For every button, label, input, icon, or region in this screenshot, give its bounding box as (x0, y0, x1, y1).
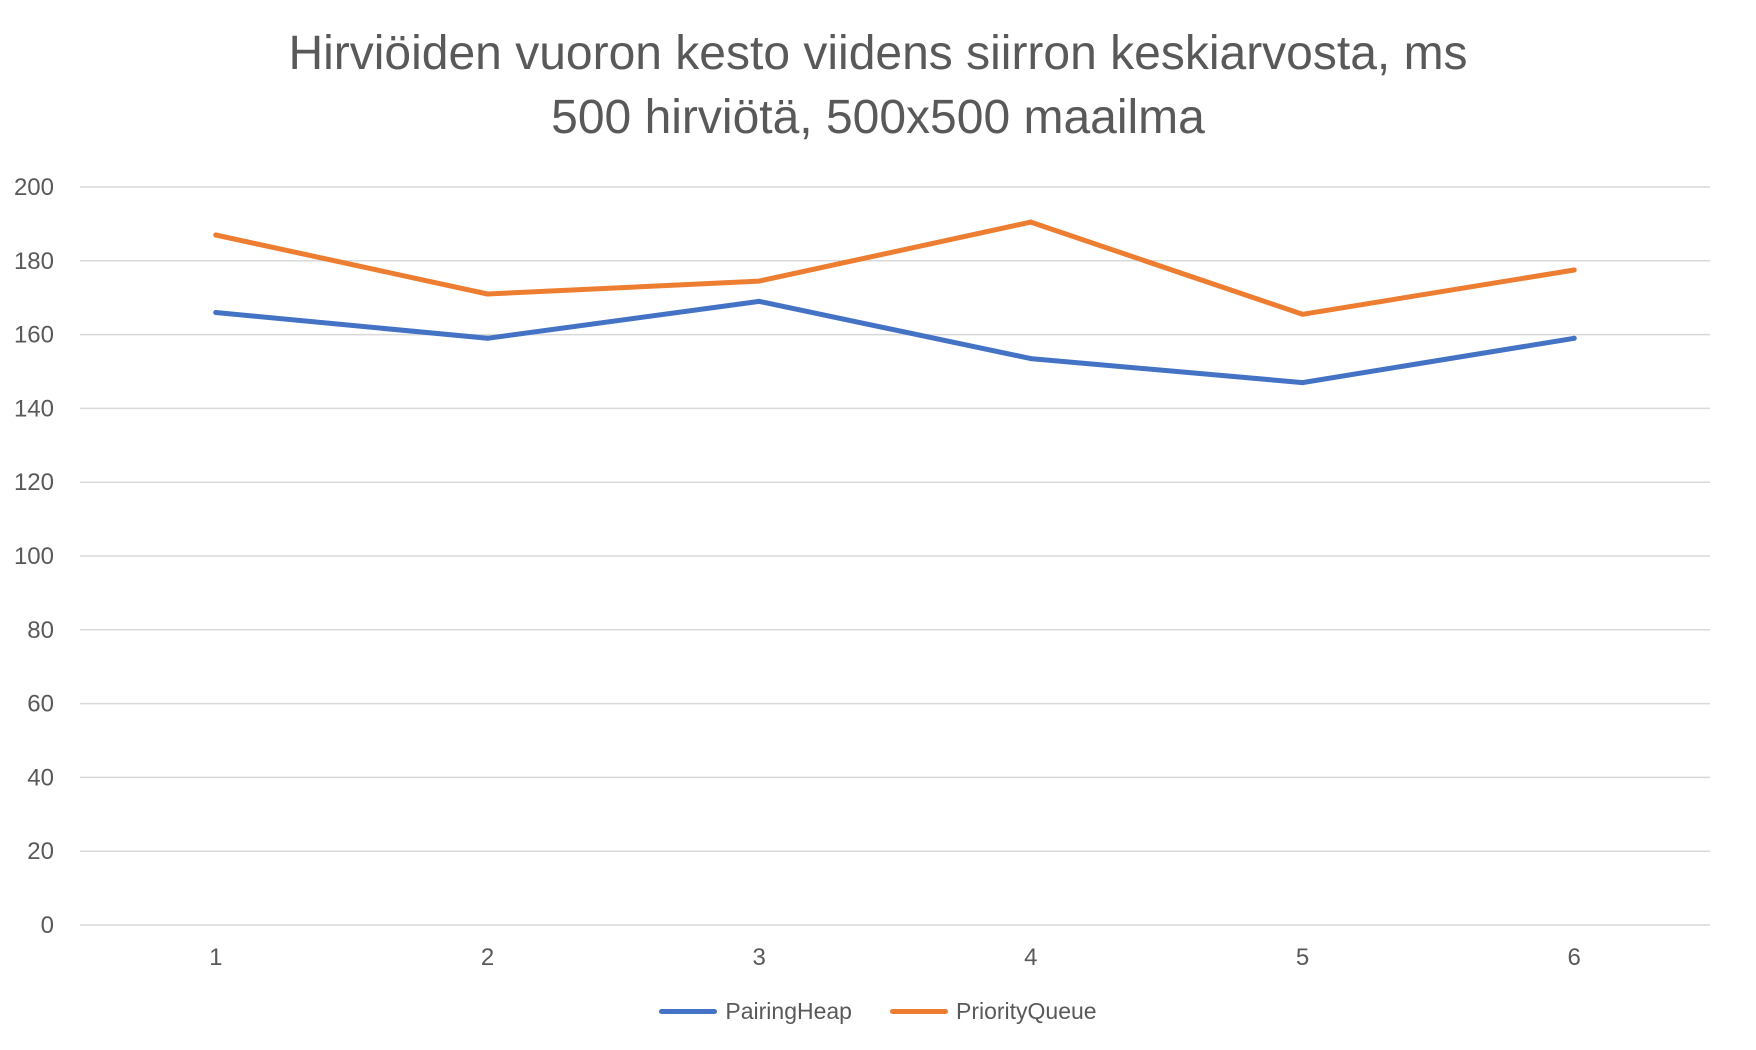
chart-title-line-1: Hirviöiden vuoron kesto viidens siirron … (288, 27, 1468, 80)
x-tick-label-5: 5 (1296, 944, 1309, 971)
data-point-priorityqueue-1 (213, 232, 219, 238)
legend-item-priorityqueue: PriorityQueue (889, 998, 1097, 1025)
x-axis-tick-labels: 1 2 3 4 5 6 (209, 944, 1581, 971)
y-tick-label-60: 60 (27, 691, 54, 718)
data-point-pairingheap-3 (756, 298, 762, 304)
legend: PairingHeap PriorityQueue (0, 998, 1756, 1025)
y-tick-label-40: 40 (27, 764, 54, 791)
y-tick-label-20: 20 (27, 838, 54, 865)
x-tick-label-2: 2 (481, 944, 494, 971)
data-point-pairingheap-1 (213, 309, 219, 315)
legend-label-pairingheap: PairingHeap (725, 998, 852, 1024)
y-tick-label-200: 200 (14, 174, 54, 201)
x-tick-label-1: 1 (209, 944, 222, 971)
data-point-pairingheap-5 (1300, 380, 1305, 386)
data-point-priorityqueue-6 (1571, 267, 1577, 273)
y-tick-label-80: 80 (27, 617, 54, 644)
data-point-priorityqueue-5 (1300, 311, 1305, 317)
y-tick-label-140: 140 (14, 395, 54, 422)
data-point-priorityqueue-2 (485, 291, 490, 297)
y-tick-label-180: 180 (14, 248, 54, 275)
legend-swatch-pairingheap (659, 1009, 718, 1014)
data-point-pairingheap-6 (1571, 335, 1577, 341)
legend-swatch-priorityqueue (889, 1009, 948, 1014)
data-point-priorityqueue-4 (1028, 219, 1034, 225)
gridlines (80, 186, 1710, 926)
y-axis-tick-labels: 0 20 40 60 80 100 120 140 160 180 200 (14, 174, 54, 939)
series-line-priorityqueue (213, 219, 1577, 317)
y-tick-label-120: 120 (14, 469, 54, 496)
y-tick-label-0: 0 (41, 912, 54, 939)
legend-item-pairingheap: PairingHeap (659, 998, 852, 1025)
data-point-pairingheap-2 (485, 335, 490, 341)
chart-title-line-2: 500 hirviötä, 500x500 maailma (551, 91, 1205, 144)
x-tick-label-6: 6 (1567, 944, 1580, 971)
x-tick-label-3: 3 (752, 944, 765, 971)
legend-label-priorityqueue: PriorityQueue (955, 998, 1097, 1024)
data-point-pairingheap-4 (1028, 356, 1034, 362)
x-tick-label-4: 4 (1024, 944, 1037, 971)
chart-title: Hirviöiden vuoron kesto viidens siirron … (0, 22, 1756, 150)
y-tick-label-160: 160 (14, 322, 54, 349)
data-point-priorityqueue-3 (756, 278, 762, 284)
series-line-pairingheap (213, 298, 1577, 386)
series-lines (213, 219, 1577, 386)
y-tick-label-100: 100 (14, 543, 54, 570)
